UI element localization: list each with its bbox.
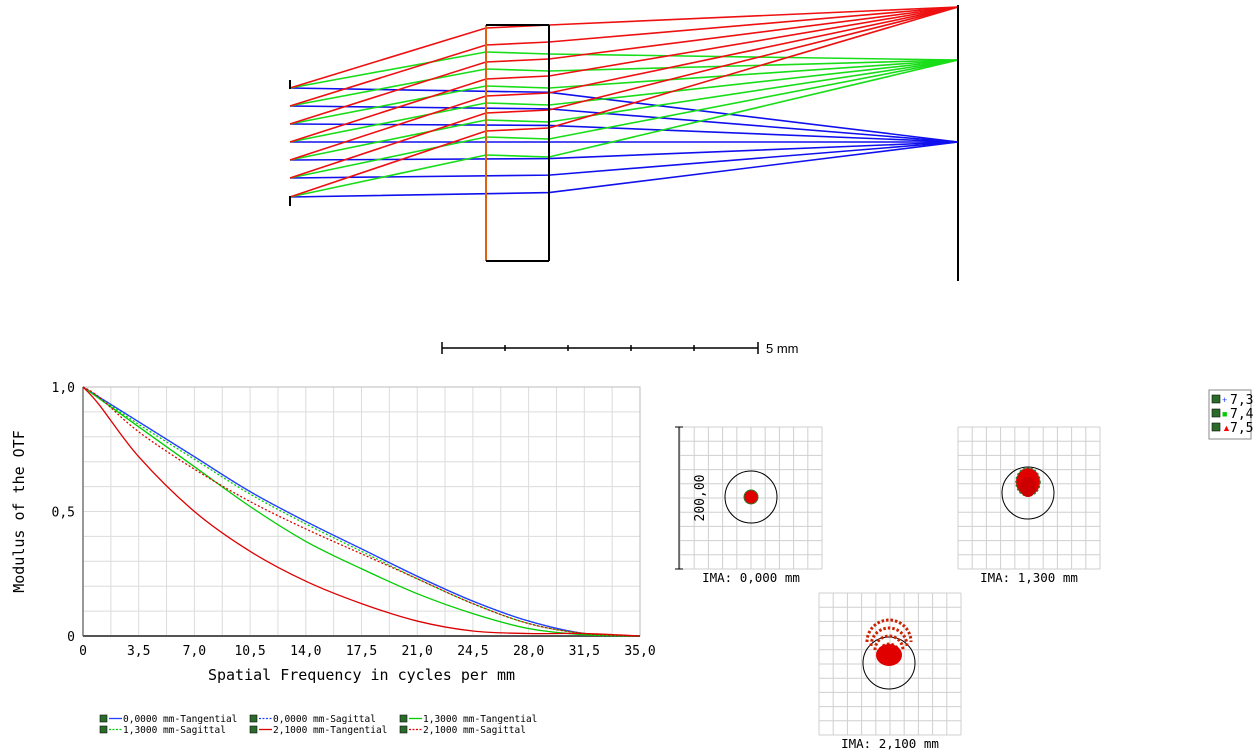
airy-disk-circle: [862, 636, 916, 690]
mtf-series-line-5: [82, 386, 641, 637]
spot-cluster: [743, 489, 759, 505]
ray-green-5: [289, 59, 959, 179]
mtf-x-tick-label: 14,0: [290, 644, 321, 659]
mtf-legend-swatch-icon: [99, 714, 108, 723]
ray-red-2: [289, 6, 959, 125]
spot-arc-ring: [869, 626, 909, 647]
mtf-legend-label: 1,3000 mm-Sagittal: [123, 725, 226, 736]
spot-diagram-panel: IMA: 0,000 mm IMA: 1,300 mm IMA: 2,100 mm 2…: [675, 389, 1254, 751]
mtf-legend-label: 2,1000 mm-Sagittal: [423, 725, 526, 736]
mtf-legend-swatch-icon: [249, 714, 258, 723]
mtf-x-tick-label: 3,5: [127, 644, 150, 659]
spot-arc-ring: [865, 618, 913, 643]
mtf-x-tick-label: 31,5: [569, 644, 600, 659]
ray-green-3: [289, 59, 959, 143]
spot-legend: +7,3■ 7,4▲ 7,5: [1208, 389, 1254, 440]
mtf-legend-swatch-icon: [399, 725, 408, 734]
mtf-series-line-1: [82, 386, 641, 637]
ray-green-4: [289, 59, 959, 161]
ray-red-1: [289, 6, 959, 107]
spot-legend-marker-icon: ▲: [1222, 423, 1231, 433]
ray-red-0: [289, 6, 959, 89]
ray-green-0: [289, 51, 959, 89]
mtf-x-tick-label: 7,0: [183, 644, 206, 659]
mtf-y-tick-label: 1,0: [52, 381, 75, 396]
spot-field-label: IMA: 0,000 mm: [702, 570, 800, 585]
mtf-x-tick-label: 21,0: [402, 644, 433, 659]
airy-disk-circle: [724, 470, 778, 524]
lens-element: [485, 24, 550, 262]
mtf-y-axis-title: Modulus of the OTF: [10, 430, 28, 593]
mtf-legend-swatch-icon: [99, 725, 108, 734]
mtf-x-tick-label: 17,5: [346, 644, 377, 659]
spot-legend-marker-icon: ■: [1222, 409, 1227, 419]
spot-cluster-core: [876, 644, 902, 666]
spot-field-1: IMA: 1,300 mm: [957, 426, 1101, 585]
spot-arc-ring: [873, 634, 905, 651]
mtf-legend-swatch-icon: [399, 714, 408, 723]
mtf-legend-label: 2,1000 mm-Tangential: [273, 725, 387, 736]
mtf-legend: 0,0000 mm-Tangential 0,0000 mm-Sagittal 1,…: [99, 714, 537, 736]
mtf-y-tick-label: 0,5: [52, 506, 75, 521]
spot-field-0: IMA: 0,000 mm: [679, 426, 823, 585]
mtf-legend-label: 0,0000 mm-Sagittal: [273, 714, 376, 725]
spot-legend-swatch-icon: [1211, 394, 1221, 404]
mtf-y-tick-label: 0: [67, 630, 75, 645]
spot-legend-label: 7,4: [1230, 407, 1254, 422]
mtf-x-tick-label: 0: [79, 644, 87, 659]
ray-red-6: [289, 6, 959, 198]
mtf-plot: 0 3,5 7,0 10,5 14,0 17,5 21,0 24,5 28,0 31,5 35,0 0…: [10, 381, 656, 736]
scale-bar: [441, 342, 759, 354]
mtf-x-axis-title: Spatial Frequency in cycles per mm: [208, 666, 515, 684]
mtf-legend-label: 0,0000 mm-Tangential: [123, 714, 237, 725]
spot-field-label: IMA: 2,100 mm: [841, 736, 939, 751]
mtf-x-tick-label: 35,0: [624, 644, 655, 659]
scale-bar-label: 5 mm: [766, 341, 799, 356]
spot-scale-label: 200,00: [693, 475, 708, 522]
spot-legend-swatch-icon: [1211, 422, 1221, 432]
ray-green-1: [289, 59, 959, 107]
mtf-x-tick-label: 10,5: [234, 644, 265, 659]
mtf-series-line-3: [82, 386, 641, 637]
ray-bundles: [289, 6, 959, 198]
spot-field-label: IMA: 1,300 mm: [980, 570, 1078, 585]
ray-green-6: [289, 59, 959, 198]
spot-legend-label: 7,5: [1230, 421, 1253, 436]
ray-red-4: [289, 6, 959, 161]
airy-disk-circle: [1001, 466, 1055, 520]
spot-cluster-core: [1020, 477, 1036, 497]
spot-field-2: IMA: 2,100 mm: [818, 592, 962, 751]
mtf-x-tick-label: 24,5: [457, 644, 488, 659]
spot-legend-marker-icon: +: [1222, 395, 1227, 405]
spot-legend-swatch-icon: [1211, 408, 1221, 418]
mtf-legend-swatch-icon: [249, 725, 258, 734]
ray-red-3: [289, 6, 959, 143]
mtf-legend-label: 1,3000 mm-Tangential: [423, 714, 537, 725]
ray-green-2: [289, 59, 959, 125]
mtf-x-tick-label: 28,0: [513, 644, 544, 659]
mtf-series-line-4: [82, 386, 641, 637]
mtf-series-line-2: [82, 386, 641, 637]
ray-red-5: [289, 6, 959, 179]
spot-legend-label: 7,3: [1230, 393, 1253, 408]
